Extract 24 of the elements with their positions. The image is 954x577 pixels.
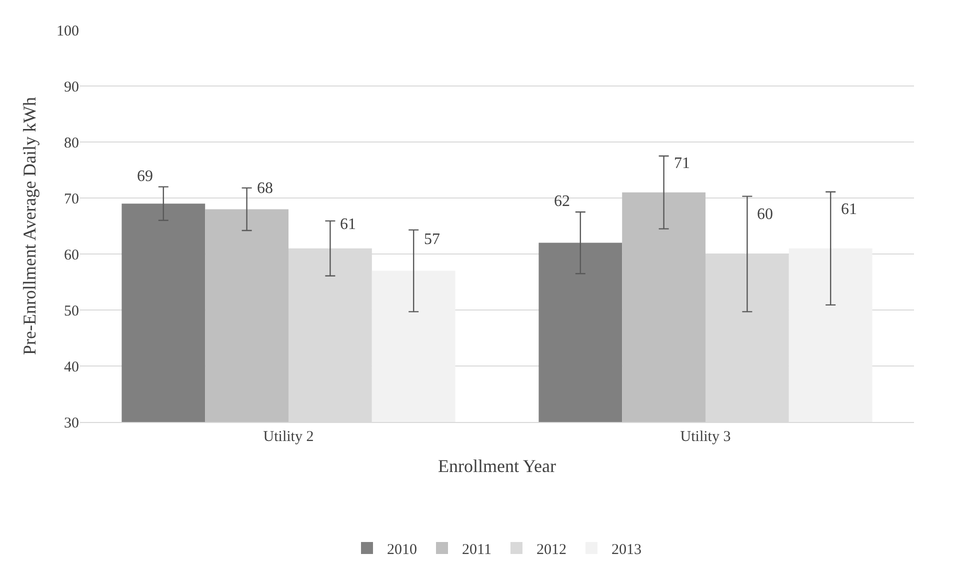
legend-label: 2013 <box>611 542 642 558</box>
y-axis-title: Pre-Enrollment Average Daily kWh <box>20 96 40 356</box>
data-label: 68 <box>257 180 273 197</box>
y-tick-label: 80 <box>64 135 79 152</box>
data-label: 57 <box>424 231 440 248</box>
y-tick-label: 100 <box>56 23 79 40</box>
y-tick-label: 90 <box>64 79 79 96</box>
y-tick-label: 50 <box>64 303 79 320</box>
y-tick-label: 40 <box>64 359 79 376</box>
legend-label: 2010 <box>387 542 417 558</box>
data-label: 61 <box>340 216 356 233</box>
data-label: 61 <box>841 201 857 218</box>
x-tick-label: Utility 3 <box>680 429 731 445</box>
data-label: 60 <box>757 206 773 223</box>
data-label: 62 <box>554 193 570 210</box>
y-tick-label: 70 <box>64 191 79 208</box>
x-axis-title: Enrollment Year <box>438 456 556 476</box>
y-tick-label: 30 <box>64 415 79 432</box>
legend-label: 2012 <box>536 542 566 558</box>
legend-label: 2011 <box>462 542 492 558</box>
data-label: 69 <box>137 168 153 185</box>
data-label: 71 <box>674 155 690 172</box>
x-tick-label: Utility 2 <box>263 429 314 445</box>
y-tick-label: 60 <box>64 247 79 264</box>
